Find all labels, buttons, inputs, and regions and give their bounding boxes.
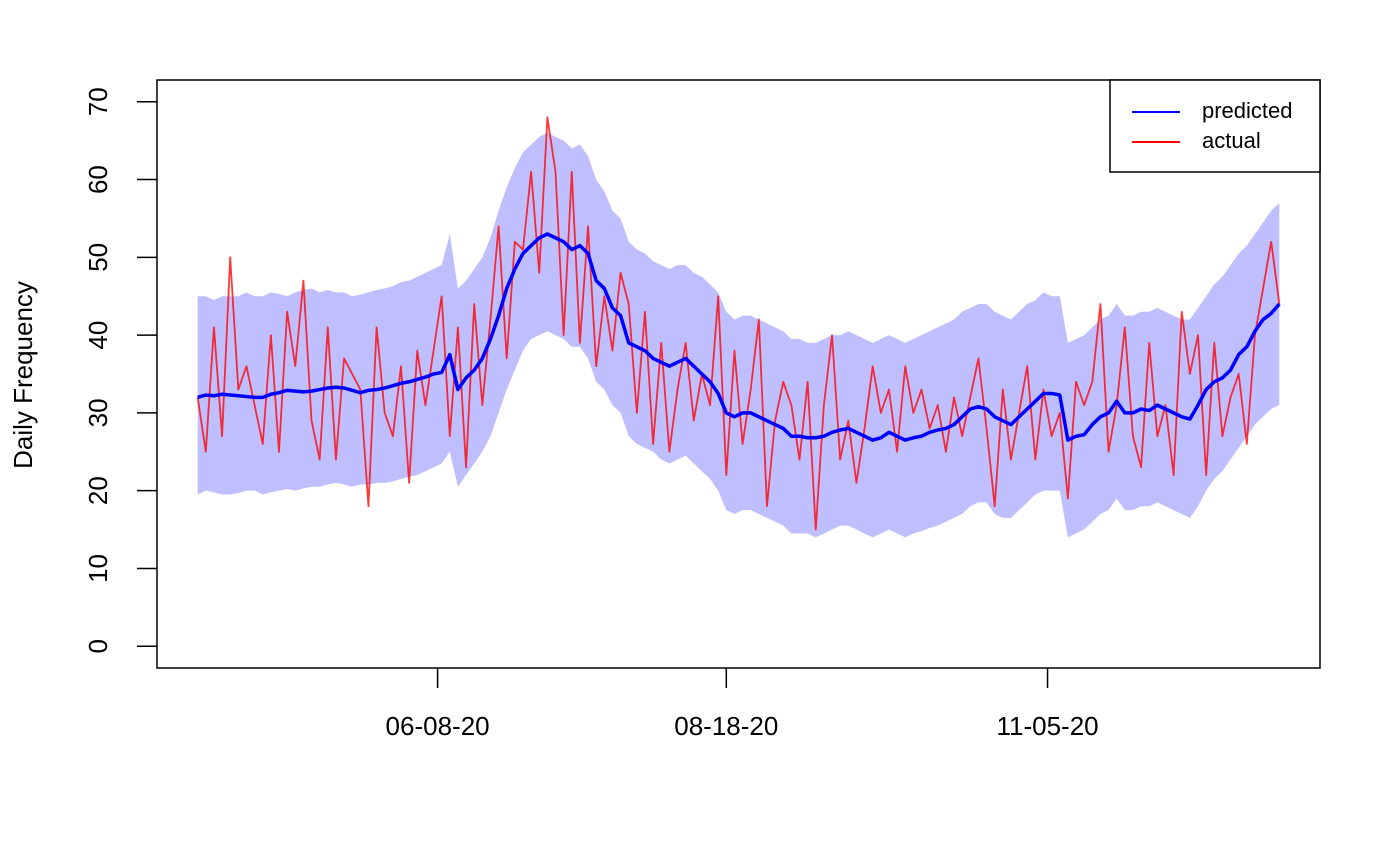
y-tick-label: 20 [83, 476, 113, 505]
x-tick-label: 11-05-20 [996, 711, 1098, 741]
y-tick-label: 30 [83, 398, 113, 427]
y-axis-title: Daily Frequency [8, 281, 38, 469]
y-tick-label: 60 [83, 165, 113, 194]
y-tick-label: 40 [83, 321, 113, 350]
plot-frame [156, 79, 1321, 669]
prediction-band [197, 132, 1280, 538]
x-tick-label: 06-08-20 [386, 711, 490, 741]
x-tick-label: 08-18-20 [674, 711, 778, 741]
series-line [197, 232, 1281, 442]
legend-box [1109, 79, 1321, 173]
legend-label: predicted [1202, 98, 1293, 123]
y-tick-label: 50 [83, 243, 113, 272]
y-tick-label: 0 [83, 639, 113, 653]
series-line [196, 116, 1281, 531]
y-tick-label: 70 [83, 87, 113, 116]
y-tick-label: 10 [83, 554, 113, 583]
legend-label: actual [1202, 128, 1261, 153]
